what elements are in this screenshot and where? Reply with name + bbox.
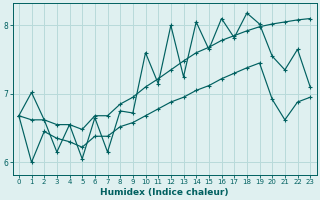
X-axis label: Humidex (Indice chaleur): Humidex (Indice chaleur)	[100, 188, 229, 197]
